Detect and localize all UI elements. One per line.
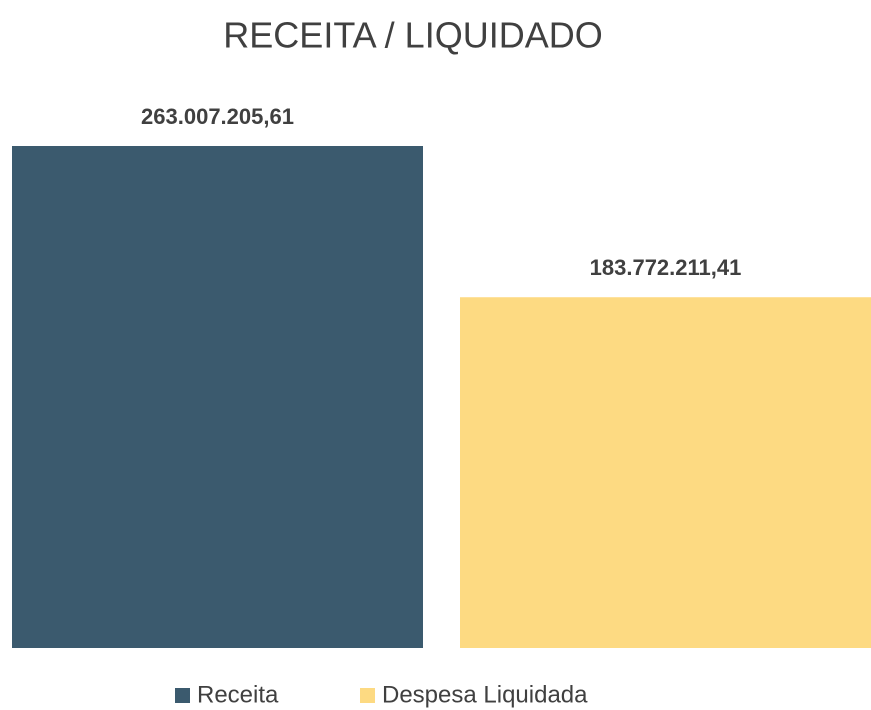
- legend-label: Receita: [197, 681, 279, 708]
- legend-swatch: [175, 688, 190, 703]
- legend-swatch: [360, 688, 375, 703]
- bar: [12, 146, 423, 648]
- data-label: 263.007.205,61: [141, 104, 294, 129]
- legend-label: Despesa Liquidada: [382, 681, 588, 708]
- chart-title: RECEITA / LIQUIDADO: [223, 15, 602, 56]
- bar: [460, 297, 871, 648]
- data-label: 183.772.211,41: [590, 255, 742, 280]
